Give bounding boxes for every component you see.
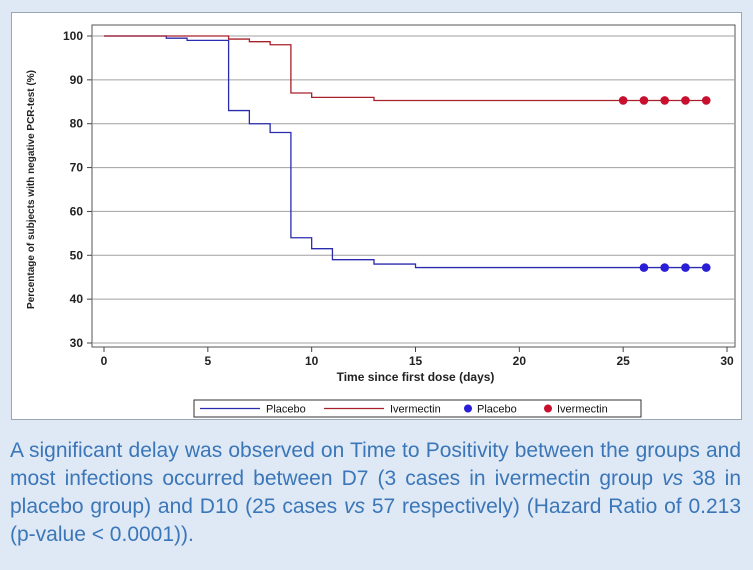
y-tick-label: 40 <box>70 292 84 306</box>
y-tick-label: 70 <box>70 161 84 175</box>
legend-label: Placebo <box>477 404 517 416</box>
caption-vs-1: vs <box>662 467 684 490</box>
censor-marker-ivermectin <box>681 96 690 105</box>
figure-panel: 30 40 50 60 70 80 90 100 0 5 10 15 20 25 30 Time since … <box>11 12 742 420</box>
y-tick-label: 50 <box>70 248 84 262</box>
y-tick-label: 30 <box>70 336 84 350</box>
caption-part-2: 38 in placebo group) and D10 (25 cases <box>10 467 741 518</box>
figure-caption: A significant delay was observed on Time… <box>10 437 741 549</box>
caption-part-3: 57 respectively) (Hazard Ratio of 0.213 … <box>10 495 741 546</box>
series-line-placebo <box>104 35 707 269</box>
x-tick-label: 25 <box>616 354 630 368</box>
censor-marker-ivermectin <box>639 96 649 105</box>
x-tick-label: 5 <box>204 354 211 368</box>
caption-part-1: A significant delay was observed on Time… <box>10 439 741 490</box>
censor-marker-ivermectin <box>618 96 628 105</box>
x-tick-label: 15 <box>409 354 423 368</box>
x-tick-label: 10 <box>305 354 319 368</box>
series-line-ivermectin <box>104 35 707 102</box>
censor-marker-placebo <box>639 263 649 272</box>
legend-label: Ivermectin <box>557 404 608 416</box>
legend-box <box>193 399 642 418</box>
y-tick-label: 90 <box>70 73 84 87</box>
legend-swatch-marker <box>464 404 472 413</box>
legend-label: Ivermectin <box>390 404 441 416</box>
x-axis-label: Time since first dose (days) <box>337 370 495 384</box>
km-chart: 30 40 50 60 70 80 90 100 0 5 10 15 20 25 30 Time since … <box>26 24 736 418</box>
censor-marker-placebo <box>681 263 690 272</box>
y-tick-label: 100 <box>63 29 83 43</box>
legend-swatch-marker <box>544 404 552 413</box>
censor-marker-ivermectin <box>701 96 711 105</box>
censor-marker-ivermectin <box>660 96 669 105</box>
y-axis-label: Percentage of subjects with negative PCR… <box>26 70 37 309</box>
censor-marker-placebo <box>660 263 669 272</box>
censor-marker-placebo <box>701 263 711 272</box>
x-tick-label: 30 <box>720 354 734 368</box>
caption-vs-2: vs <box>344 495 366 518</box>
y-tick-label: 60 <box>70 204 84 218</box>
plot-frame <box>91 24 736 348</box>
legend-label: Placebo <box>266 404 306 416</box>
y-tick-label: 80 <box>70 117 84 131</box>
x-tick-label: 0 <box>101 354 108 368</box>
x-tick-label: 20 <box>513 354 527 368</box>
